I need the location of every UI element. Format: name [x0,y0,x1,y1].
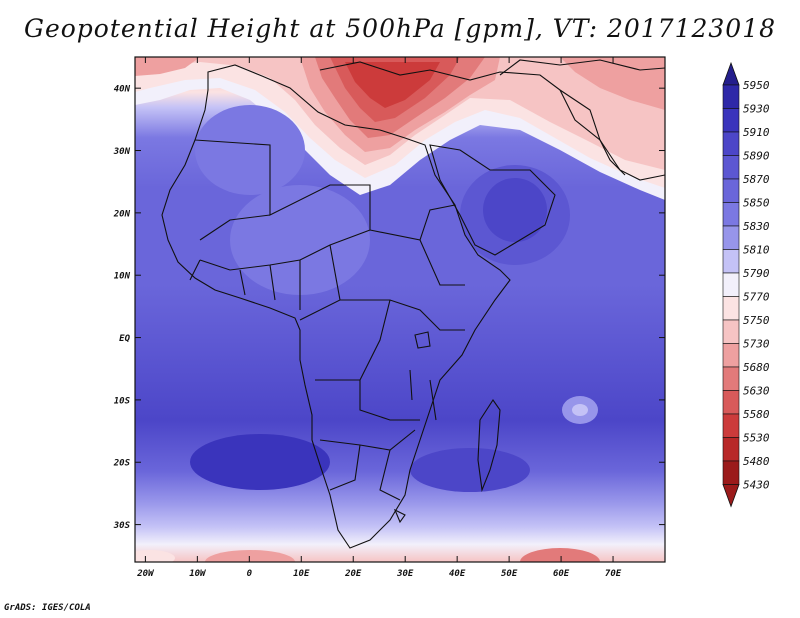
lon-label: 20W [136,569,155,579]
colorbar-label: 5890 [743,150,770,163]
map-title: Geopotential Height at 500hPa [gpm], VT:… [23,14,777,43]
colorbar-label: 5950 [743,79,770,92]
colorbar-label: 5730 [743,338,770,351]
lat-label: 10N [114,272,131,282]
longitude-ticks: 20W 10W 0 10E 20E 30E 40E 50E 60E 70E [136,57,622,579]
latitude-ticks: 40N 30N 20N 10N EQ 10S 20S 30S [113,85,665,531]
colorbar-label: 5910 [743,126,770,139]
colorbar-swatch [722,437,740,462]
lon-label: 40E [449,569,466,579]
colorbar-swatch [722,366,740,391]
height-field [135,57,665,562]
lon-label: 20E [344,569,362,579]
colorbar-swatch [722,343,740,368]
colorbar-label: 5850 [743,197,770,210]
lon-label: 0 [247,569,253,579]
lon-label: 30E [396,569,414,579]
colorbar-label: 5870 [743,173,770,186]
colorbar-swatch [722,155,740,180]
colorbar-label: 5770 [743,291,770,304]
lat-label: 40N [114,85,131,95]
colorbar-label: 5750 [743,314,770,327]
lat-label: 10S [114,396,131,406]
colorbar-swatch [722,413,740,438]
colorbar-swatch [722,390,740,415]
colorbar-swatch [722,225,740,250]
lat-label: EQ [119,334,130,344]
lon-label: 10E [293,569,310,579]
colorbar-label: 5930 [743,103,770,116]
grads-credit: GrADS: IGES/COLA [4,603,91,613]
colorbar-swatch [722,202,740,227]
lat-label: 20N [113,209,131,219]
colorbar-swatch [722,272,740,297]
colorbar-swatch [722,131,740,156]
lat-label: 30S [113,521,131,531]
coastlines [161,59,665,549]
plot-frame [134,56,666,563]
colorbar-label: 5580 [743,408,770,421]
colorbar-label: 5830 [743,220,770,233]
colorbar-label: 5630 [743,385,770,398]
colorbar-label: 5480 [743,455,770,468]
colorbar-swatch [722,460,740,485]
lon-label: 50E [501,569,518,579]
colorbar-label: 5790 [743,267,770,280]
colorbar-swatch [722,108,740,133]
lat-label: 30N [113,147,131,157]
lat-label: 20S [113,459,131,469]
colorbar-label: 5530 [743,432,770,445]
colorbar-bottom-arrow [722,484,740,508]
colorbar: 5950 5930 5910 5890 5870 5850 5830 5810 5790 5770… [722,61,770,508]
colorbar-swatch [722,319,740,344]
lon-label: 60E [553,569,570,579]
colorbar-top-arrow [722,61,740,86]
lon-label: 70E [605,569,622,579]
colorbar-swatch [722,178,740,203]
colorbar-label: 5680 [743,361,770,374]
colorbar-label: 5430 [743,479,770,492]
colorbar-swatch [722,84,740,109]
colorbar-swatch [722,296,740,321]
colorbar-label: 5810 [743,244,770,257]
lon-label: 10W [189,569,207,579]
colorbar-swatch [722,249,740,274]
